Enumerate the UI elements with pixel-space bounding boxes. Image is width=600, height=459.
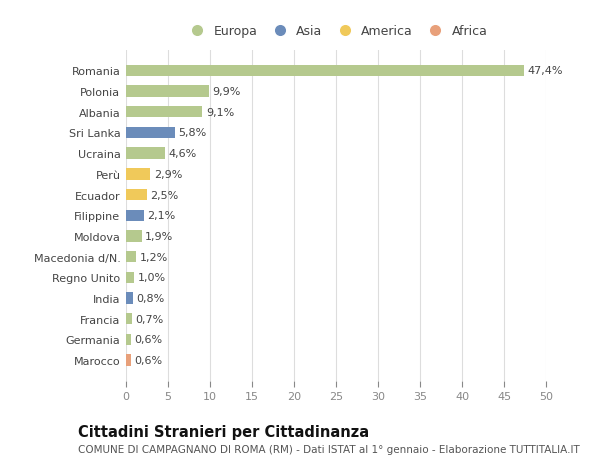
- Text: 1,2%: 1,2%: [139, 252, 167, 262]
- Text: COMUNE DI CAMPAGNANO DI ROMA (RM) - Dati ISTAT al 1° gennaio - Elaborazione TUTT: COMUNE DI CAMPAGNANO DI ROMA (RM) - Dati…: [78, 444, 580, 454]
- Text: 5,8%: 5,8%: [178, 128, 206, 138]
- Text: 0,8%: 0,8%: [136, 293, 164, 303]
- Bar: [126, 128, 175, 139]
- Text: 9,9%: 9,9%: [212, 87, 241, 97]
- Text: 2,5%: 2,5%: [151, 190, 179, 200]
- Bar: [126, 86, 209, 97]
- Bar: [126, 231, 142, 242]
- Bar: [126, 272, 134, 283]
- Bar: [126, 334, 131, 345]
- Text: 47,4%: 47,4%: [527, 66, 563, 76]
- Bar: [126, 66, 524, 77]
- Bar: [126, 190, 147, 201]
- Text: 4,6%: 4,6%: [168, 149, 196, 159]
- Text: 0,6%: 0,6%: [134, 335, 163, 345]
- Bar: [126, 148, 164, 159]
- Bar: [126, 169, 151, 180]
- Text: 1,0%: 1,0%: [138, 273, 166, 283]
- Bar: [126, 210, 143, 221]
- Bar: [126, 107, 202, 118]
- Text: 2,9%: 2,9%: [154, 169, 182, 179]
- Bar: [126, 313, 132, 325]
- Text: 9,1%: 9,1%: [206, 107, 234, 118]
- Text: 2,1%: 2,1%: [147, 211, 175, 221]
- Text: 0,7%: 0,7%: [135, 314, 163, 324]
- Legend: Europa, Asia, America, Africa: Europa, Asia, America, Africa: [179, 20, 493, 43]
- Bar: [126, 252, 136, 263]
- Bar: [126, 355, 131, 366]
- Text: Cittadini Stranieri per Cittadinanza: Cittadini Stranieri per Cittadinanza: [78, 425, 369, 440]
- Text: 0,6%: 0,6%: [134, 355, 163, 365]
- Bar: [126, 293, 133, 304]
- Text: 1,9%: 1,9%: [145, 231, 173, 241]
